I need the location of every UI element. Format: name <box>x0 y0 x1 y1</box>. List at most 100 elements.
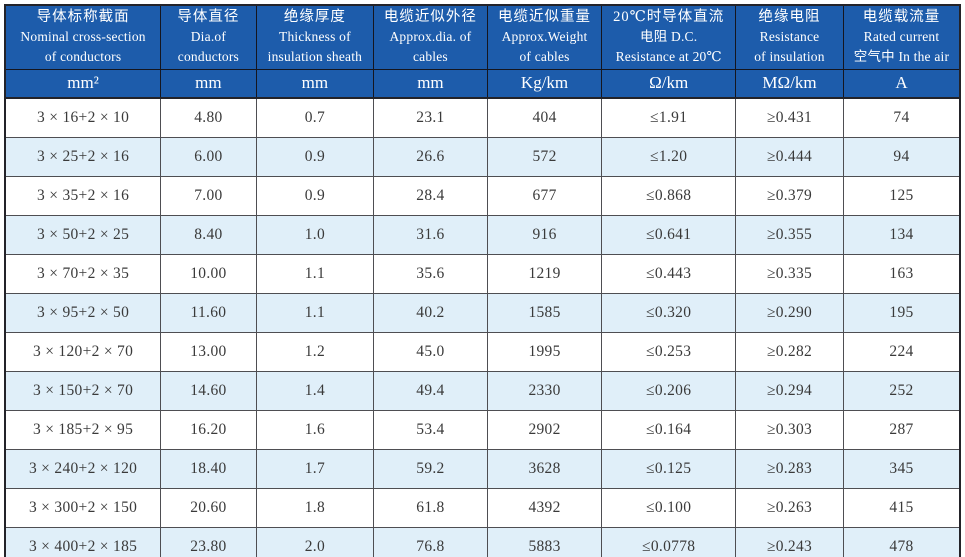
column-header-nominal-cross-section: 导体标称截面 Nominal cross-section of conducto… <box>4 4 162 70</box>
table-cell: 3 × 16+2 × 10 <box>4 97 162 138</box>
table-cell: 345 <box>842 449 961 489</box>
table-cell: 3 × 300+2 × 150 <box>4 488 162 528</box>
table-cell: 18.40 <box>160 449 257 489</box>
header-line: Resistance at 20℃ <box>615 49 722 65</box>
table-cell: ≥0.335 <box>735 254 844 294</box>
header-line: conductors <box>177 49 240 65</box>
table-cell: ≥0.282 <box>735 332 844 372</box>
unit-cell: MΩ/km <box>735 68 844 99</box>
table-cell: ≥0.379 <box>735 176 844 216</box>
table-cell: 3 × 400+2 × 185 <box>4 527 162 557</box>
header-units-row: mm² mm mm mm Kg/km Ω/km MΩ/km A <box>4 68 961 99</box>
table-cell: 35.6 <box>373 254 488 294</box>
table-cell: 916 <box>486 215 603 255</box>
table-cell: 1.6 <box>255 410 375 450</box>
header-line: of conductors <box>44 49 122 65</box>
table-cell: ≥0.263 <box>735 488 844 528</box>
table-cell: 0.7 <box>255 97 375 138</box>
cable-spec-table: 导体标称截面 Nominal cross-section of conducto… <box>4 4 961 557</box>
table-cell: 40.2 <box>373 293 488 333</box>
table-cell: 1.4 <box>255 371 375 411</box>
table-cell: ≥0.290 <box>735 293 844 333</box>
table-cell: 53.4 <box>373 410 488 450</box>
header-line: 空气中 In the air <box>853 49 950 65</box>
table-cell: 163 <box>842 254 961 294</box>
header-title-row: 导体标称截面 Nominal cross-section of conducto… <box>4 4 961 70</box>
table-row: 3 × 400+2 × 185 23.80 2.0 76.8 5883 ≤0.0778 ≥0… <box>4 527 961 557</box>
header-line: 导体标称截面 <box>36 9 130 26</box>
table-cell: ≤0.100 <box>601 488 737 528</box>
header-line: Nominal cross-section <box>20 29 146 45</box>
table-cell: 11.60 <box>160 293 257 333</box>
table-cell: ≥0.444 <box>735 137 844 177</box>
table-cell: 2.0 <box>255 527 375 557</box>
header-line: 电缆近似重量 <box>498 9 592 26</box>
table-cell: 16.20 <box>160 410 257 450</box>
table-cell: 1219 <box>486 254 603 294</box>
unit-cell: mm <box>160 68 257 99</box>
table-row: 3 × 70+2 × 35 10.00 1.1 35.6 1219 ≤0.443 ≥0.33… <box>4 254 961 294</box>
table-cell: 26.6 <box>373 137 488 177</box>
table-cell: ≥0.283 <box>735 449 844 489</box>
table-cell: 23.80 <box>160 527 257 557</box>
table-cell: 61.8 <box>373 488 488 528</box>
table-cell: 13.00 <box>160 332 257 372</box>
table-cell: ≤0.206 <box>601 371 737 411</box>
unit-cell: mm² <box>4 68 162 99</box>
table-cell: 31.6 <box>373 215 488 255</box>
table-row: 3 × 50+2 × 25 8.40 1.0 31.6 916 ≤0.641 ≥0.355 1… <box>4 215 961 255</box>
table-cell: 1585 <box>486 293 603 333</box>
header-line: 电阻 D.C. <box>640 29 698 45</box>
table-cell: ≥0.431 <box>735 97 844 138</box>
table-cell: 4.80 <box>160 97 257 138</box>
table-cell: 0.9 <box>255 176 375 216</box>
table-cell: 415 <box>842 488 961 528</box>
table-cell: 74 <box>842 97 961 138</box>
table-cell: 3 × 240+2 × 120 <box>4 449 162 489</box>
table-row: 3 × 16+2 × 10 4.80 0.7 23.1 404 ≤1.91 ≥0.431 74 <box>4 97 961 138</box>
table-cell: 287 <box>842 410 961 450</box>
column-header-approx-dia-of-cables: 电缆近似外径 Approx.dia. of cables <box>373 4 488 70</box>
table-cell: ≥0.243 <box>735 527 844 557</box>
table-cell: 4392 <box>486 488 603 528</box>
table-cell: 14.60 <box>160 371 257 411</box>
table-cell: 677 <box>486 176 603 216</box>
table-cell: 1.1 <box>255 293 375 333</box>
table-cell: 6.00 <box>160 137 257 177</box>
table-row: 3 × 25+2 × 16 6.00 0.9 26.6 572 ≤1.20 ≥0.444 94 <box>4 137 961 177</box>
table-cell: 1.1 <box>255 254 375 294</box>
table-header: 导体标称截面 Nominal cross-section of conducto… <box>4 4 961 99</box>
header-line: insulation sheath <box>267 49 363 65</box>
column-header-rated-current: 电缆载流量 Rated current 空气中 In the air <box>842 4 961 70</box>
table-cell: 1.0 <box>255 215 375 255</box>
header-line: cables <box>412 49 448 65</box>
table-cell: 1.7 <box>255 449 375 489</box>
table-cell: 49.4 <box>373 371 488 411</box>
table-cell: 404 <box>486 97 603 138</box>
table-cell: ≤1.91 <box>601 97 737 138</box>
table-cell: 3 × 95+2 × 50 <box>4 293 162 333</box>
table-cell: 3 × 150+2 × 70 <box>4 371 162 411</box>
header-line: 导体直径 <box>177 9 240 26</box>
table-cell: 0.9 <box>255 137 375 177</box>
table-cell: 224 <box>842 332 961 372</box>
table-cell: ≤0.253 <box>601 332 737 372</box>
table-cell: 195 <box>842 293 961 333</box>
table-cell: 3 × 35+2 × 16 <box>4 176 162 216</box>
header-line: 绝缘电阻 <box>758 9 821 26</box>
column-header-approx-weight: 电缆近似重量 Approx.Weight of cables <box>486 4 603 70</box>
header-line: Approx.Weight <box>501 29 588 45</box>
column-header-insulation-resistance: 绝缘电阻 Resistance of insulation <box>735 4 844 70</box>
header-line: Dia.of <box>190 29 227 45</box>
header-line: Rated current <box>863 29 940 45</box>
table-cell: 10.00 <box>160 254 257 294</box>
table-cell: 76.8 <box>373 527 488 557</box>
table-cell: 28.4 <box>373 176 488 216</box>
table-row: 3 × 150+2 × 70 14.60 1.4 49.4 2330 ≤0.206 ≥0.2… <box>4 371 961 411</box>
header-line: 电缆近似外径 <box>383 9 477 26</box>
table-cell: 3 × 50+2 × 25 <box>4 215 162 255</box>
table-cell: 59.2 <box>373 449 488 489</box>
table-cell: 3 × 185+2 × 95 <box>4 410 162 450</box>
table-cell: 3628 <box>486 449 603 489</box>
header-line: of cables <box>519 49 570 65</box>
